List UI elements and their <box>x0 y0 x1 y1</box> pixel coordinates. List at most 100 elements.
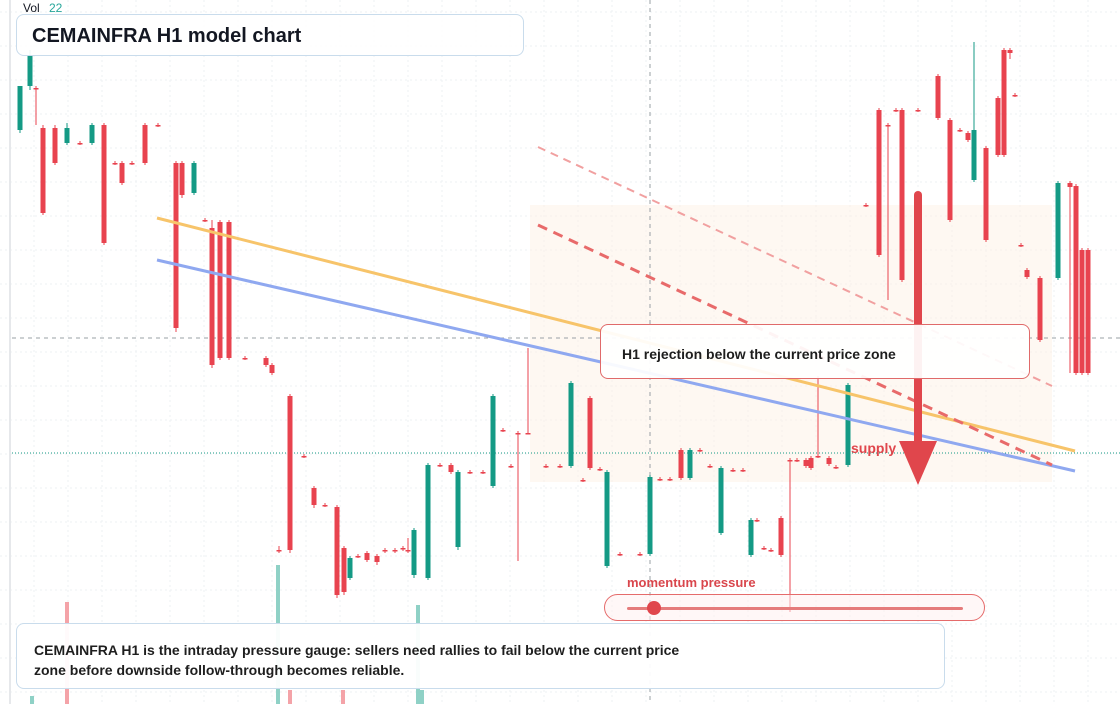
candle-body <box>557 466 563 468</box>
candle-body <box>490 396 496 486</box>
volume-value: 22 <box>49 1 63 15</box>
summary-text: CEMAINFRA H1 is the intraday pressure ga… <box>34 642 680 678</box>
candle-body <box>226 222 232 358</box>
momentum-gauge[interactable] <box>604 594 985 621</box>
candle-body <box>761 548 767 550</box>
candle-body <box>748 520 754 555</box>
trend-line-red-dashed <box>537 223 1053 467</box>
candle-body <box>580 480 586 482</box>
candle-body <box>637 554 643 556</box>
volume-bar <box>420 690 424 704</box>
candle-body <box>480 472 486 474</box>
candle-body <box>508 466 514 468</box>
summary-card: CEMAINFRA H1 is the intraday pressure ga… <box>16 623 945 689</box>
candle-body <box>129 163 135 165</box>
candle-body <box>411 530 417 575</box>
candle-body <box>119 163 125 183</box>
candle-body <box>885 125 891 127</box>
candle-body <box>77 143 83 145</box>
candle-body <box>707 466 713 468</box>
candle-body <box>1018 245 1024 247</box>
bearish-arrow-head <box>899 441 937 485</box>
candle-body <box>101 125 107 243</box>
candle-body <box>322 505 328 507</box>
candle-body <box>525 433 531 435</box>
candle-body <box>957 130 963 132</box>
candle-body <box>1085 250 1091 373</box>
candle-body <box>983 148 989 240</box>
chart-title: CEMAINFRA H1 model chart <box>32 25 302 47</box>
candle-body <box>947 120 953 220</box>
candle-body <box>355 556 361 558</box>
candle-body <box>400 548 406 550</box>
candle-body <box>142 125 148 163</box>
candle-body <box>242 358 248 360</box>
candle-body <box>191 163 197 193</box>
momentum-knob[interactable] <box>646 601 661 615</box>
candle-body <box>1073 186 1079 373</box>
candle-body <box>89 125 95 143</box>
candle-body <box>667 479 673 481</box>
candle-body <box>604 472 610 566</box>
candle-body <box>17 86 23 130</box>
candle-body <box>455 472 461 547</box>
candle-body <box>915 110 921 112</box>
trend-line-red-dashed-light <box>537 146 1053 387</box>
candle-body <box>965 133 971 140</box>
candle-body <box>155 125 161 127</box>
rejection-callout-text: H1 rejection below the current price zon… <box>622 346 896 362</box>
candle-body <box>515 433 521 435</box>
candle-body <box>1024 270 1030 277</box>
candle-body <box>971 130 977 180</box>
candle-body <box>425 465 431 578</box>
candle-body <box>173 163 179 328</box>
momentum-track-line <box>627 607 963 610</box>
candle-body <box>657 479 663 481</box>
candle-body <box>276 550 282 552</box>
candle-body <box>740 470 746 472</box>
candle-body <box>405 550 411 552</box>
candle-body <box>730 470 736 472</box>
candle-body <box>467 472 473 474</box>
candle-body <box>40 128 46 213</box>
candle-body <box>833 467 839 469</box>
candle-body <box>697 450 703 452</box>
candle-body <box>617 554 623 556</box>
candle-body <box>778 518 784 555</box>
candle-body <box>347 558 353 578</box>
candle-body <box>794 460 800 462</box>
candle-body <box>27 55 33 86</box>
candle-body <box>448 465 454 472</box>
candle-body <box>863 205 869 207</box>
candle-body <box>826 458 832 464</box>
candle-body <box>808 458 814 468</box>
candle-body <box>382 550 388 552</box>
candle-body <box>209 228 215 365</box>
candle-body <box>112 163 118 165</box>
volume-bar <box>288 690 292 704</box>
candle-body <box>263 358 269 365</box>
candle-body <box>899 110 905 280</box>
candle-body <box>1007 50 1013 53</box>
candle-body <box>1067 183 1073 187</box>
candle-body <box>678 450 684 478</box>
candle-body <box>437 465 443 467</box>
chart-title-card: CEMAINFRA H1 model chart <box>16 14 524 56</box>
candle-body <box>768 550 774 552</box>
candle-body <box>893 110 899 112</box>
candle-body <box>311 488 317 505</box>
candle-body <box>1001 50 1007 155</box>
candle-body <box>587 398 593 468</box>
volume-bar <box>341 690 345 704</box>
candle-body <box>718 468 724 533</box>
candle-body <box>815 456 821 458</box>
candle-body <box>1079 250 1085 373</box>
candle-body <box>787 460 793 462</box>
candle-body <box>543 466 549 468</box>
candle-body <box>1037 278 1043 340</box>
candle-body <box>301 456 307 458</box>
volume-label: Vol <box>23 1 40 15</box>
supply-label: supply <box>851 440 897 456</box>
candle-body <box>995 98 1001 155</box>
candle-body <box>597 469 603 471</box>
